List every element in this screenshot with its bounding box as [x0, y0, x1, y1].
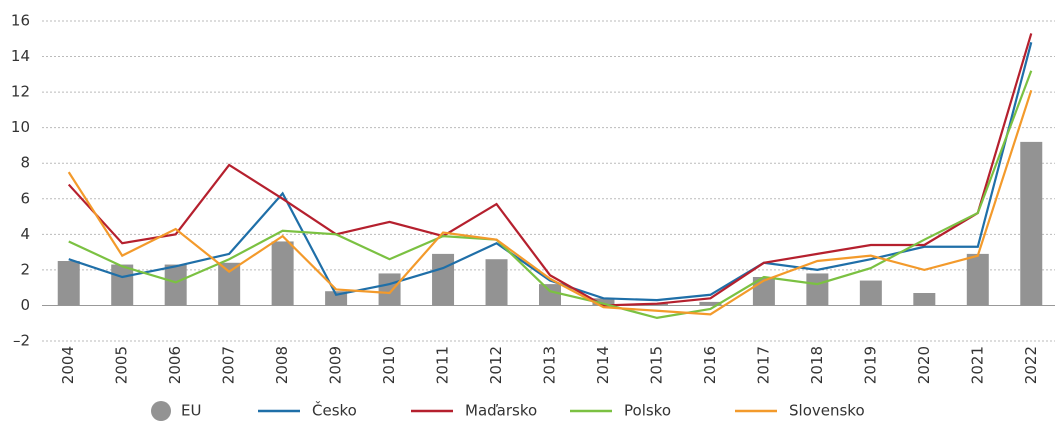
x-tick-label: 2014 [594, 346, 612, 384]
x-tick-label: 2005 [113, 346, 131, 384]
bar [111, 264, 134, 306]
legend-label: EU [181, 402, 201, 420]
y-tick-label: –2 [13, 332, 30, 350]
bar [378, 273, 401, 306]
bar [806, 273, 829, 306]
y-tick-label: 10 [11, 118, 30, 136]
x-tick-label: 2020 [915, 346, 933, 384]
bar [913, 293, 936, 306]
x-tick-label: 2012 [487, 346, 505, 384]
x-tick-label: 2022 [1022, 346, 1040, 384]
x-tick-label: 2013 [541, 346, 559, 384]
y-tick-label: 4 [20, 225, 30, 243]
legend-label: Maďarsko [465, 402, 537, 420]
y-tick-label: 2 [20, 260, 30, 278]
y-tick-label: 16 [11, 12, 30, 30]
bar [271, 241, 294, 306]
x-tick-label: 2019 [861, 346, 879, 384]
bar [966, 253, 989, 306]
y-tick-label: 14 [11, 47, 30, 65]
bar [539, 284, 561, 306]
x-tick-label: 2010 [380, 346, 398, 384]
legend-label: Česko [312, 401, 357, 420]
legend-label: Polsko [624, 402, 671, 420]
bar [859, 280, 882, 306]
x-tick-label: 2007 [220, 346, 238, 384]
x-tick-label: 2016 [701, 346, 719, 384]
legend-label: Slovensko [789, 402, 865, 420]
line [67, 89, 1033, 316]
x-tick-label: 2009 [327, 346, 345, 384]
bar [432, 253, 455, 306]
x-tick-label: 2018 [808, 346, 826, 384]
y-tick-label: 6 [20, 189, 30, 207]
x-tick-label: 2015 [647, 346, 665, 384]
line [68, 70, 1033, 320]
x-tick-label: 2021 [968, 346, 986, 384]
legend-swatch [151, 401, 171, 421]
x-tick-label: 2004 [59, 346, 77, 384]
bar [218, 262, 241, 306]
bar [699, 301, 722, 306]
bar [1020, 141, 1043, 306]
y-tick-label: 0 [20, 296, 30, 314]
x-tick-label: 2008 [273, 346, 291, 384]
x-tick-label: 2017 [754, 346, 772, 384]
bar [57, 261, 80, 306]
x-tick-label: 2006 [166, 346, 184, 384]
line [68, 42, 1033, 302]
y-tick-label: 12 [11, 83, 30, 101]
line [67, 33, 1033, 307]
y-tick-label: 8 [20, 154, 30, 172]
bar [592, 298, 615, 306]
bar [164, 264, 187, 306]
x-tick-label: 2011 [434, 346, 452, 384]
bar [485, 259, 508, 306]
